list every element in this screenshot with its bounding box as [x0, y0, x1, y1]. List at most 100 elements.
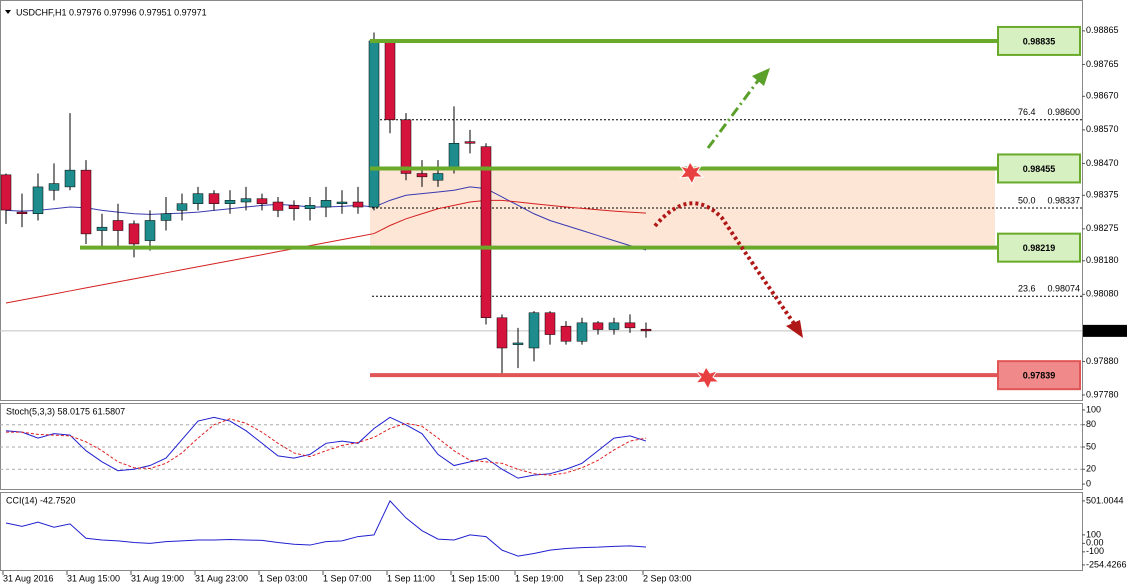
x-tick-label: 1 Sep 07:00	[323, 573, 372, 583]
plot-layer: 0.98865 0.98765 0.98670 0.98570 0.98470 0.983…	[0, 7, 1127, 583]
candle-body	[208, 193, 220, 204]
candle-body	[48, 183, 60, 191]
candle-body	[288, 205, 300, 209]
candle-body	[224, 200, 236, 204]
candle-body	[64, 169, 76, 188]
panel-title: Stoch(5,3,3) 58.0175 61.5807	[6, 406, 125, 416]
candle-body	[272, 201, 284, 211]
y-tick-label: 0.98470	[1086, 158, 1119, 168]
fib-ratio: 23.6	[1018, 284, 1036, 294]
candle-body	[528, 312, 540, 349]
candle-body	[416, 173, 428, 178]
candle-body	[240, 198, 252, 203]
y-tick-label: 100	[1086, 529, 1101, 539]
panel-title: CCI(14) -42.7520	[6, 495, 76, 505]
x-tick-label: 31 Aug 19:00	[131, 573, 184, 583]
level-box	[997, 153, 1081, 184]
candle-body	[80, 169, 92, 235]
down-arrow	[653, 201, 797, 327]
candle-body	[320, 200, 332, 208]
candle-body	[608, 322, 620, 330]
y-tick-label: 0.98765	[1086, 59, 1119, 69]
y-tick-label: 0.98080	[1086, 289, 1119, 299]
burst	[694, 366, 721, 391]
x-tick-label: 31 Aug 15:00	[67, 573, 120, 583]
level-label: 0.98455	[1023, 164, 1056, 174]
fib-ratio: 76.4	[1018, 107, 1036, 117]
cci-panel	[0, 492, 1083, 571]
candle-body	[176, 203, 188, 211]
candle-body	[256, 198, 268, 204]
candle-body	[576, 322, 588, 342]
candle-body	[496, 317, 508, 349]
candle-body	[368, 40, 380, 208]
candle-body	[0, 174, 12, 211]
candle-body	[384, 40, 396, 121]
y-tick-label: 0	[1086, 478, 1091, 488]
candle-body	[128, 223, 140, 245]
candle-body	[544, 312, 556, 335]
y-tick-label: 501.0044	[1086, 495, 1124, 505]
down-arrowhead	[786, 320, 803, 338]
current-price-box	[1083, 324, 1127, 337]
candle-body	[432, 173, 444, 181]
level-box	[997, 25, 1081, 56]
candle-body	[96, 226, 108, 231]
up-arrowhead	[752, 68, 770, 86]
y-tick-label: 0.98375	[1086, 190, 1119, 200]
fib-price: 0.98074	[1047, 284, 1080, 294]
y-tick-label: 20	[1086, 464, 1096, 474]
level-label: 0.98835	[1023, 36, 1056, 46]
burst	[678, 161, 705, 186]
candle-body	[560, 325, 572, 342]
chart-title: USDCHF,H1 0.97976 0.97996 0.97951 0.9797…	[16, 7, 207, 17]
candle-body	[624, 322, 636, 329]
level-box	[997, 360, 1081, 391]
indicator-line	[5, 500, 647, 557]
x-tick-label: 31 Aug 2016	[3, 573, 54, 583]
level-label: 0.98219	[1023, 243, 1056, 253]
x-tick-label: 1 Sep 15:00	[451, 573, 500, 583]
y-tick-label: 0.98570	[1086, 124, 1119, 134]
y-tick-label: 80	[1086, 419, 1096, 429]
candle-body	[480, 146, 492, 319]
level-box	[997, 232, 1081, 263]
indicator-line	[6, 418, 647, 476]
fib-price: 0.98337	[1047, 195, 1080, 205]
y-tick-label: 0.00	[1086, 538, 1104, 548]
y-tick-label: 0.97880	[1086, 356, 1119, 366]
candle-body	[464, 141, 476, 144]
candle-body	[400, 119, 412, 174]
moving-average	[5, 199, 647, 304]
candle-body	[640, 328, 652, 332]
y-tick-label: 0.97780	[1086, 389, 1119, 399]
candle-body	[16, 211, 28, 215]
level-label: 0.97839	[1023, 371, 1056, 381]
x-tick-label: 2 Sep 03:00	[643, 573, 692, 583]
candle-body	[160, 213, 172, 221]
zone	[370, 168, 995, 248]
candle-body	[352, 201, 364, 208]
candle-body	[32, 186, 44, 215]
y-tick-label: 100	[1086, 404, 1101, 414]
candle-body	[592, 322, 604, 330]
y-tick-label: 0.98275	[1086, 223, 1119, 233]
decorations	[653, 68, 803, 391]
candle-body	[144, 220, 156, 241]
candle-body	[512, 342, 524, 345]
y-tick-label: 0.98865	[1086, 25, 1119, 35]
x-tick-label: 1 Sep 23:00	[579, 573, 628, 583]
y-tick-label: 0.98670	[1086, 91, 1119, 101]
y-tick-label: 50	[1086, 441, 1096, 451]
title-marker	[5, 10, 11, 14]
up-arrow	[706, 77, 762, 149]
fib-price: 0.98600	[1047, 107, 1080, 117]
x-tick-label: 1 Sep 11:00	[387, 573, 435, 583]
candle-body	[192, 193, 204, 204]
candle-body	[112, 220, 124, 231]
y-tick-label: 0.98180	[1086, 255, 1119, 265]
current-price-label: 0.97971	[1086, 325, 1119, 335]
x-tick-label: 1 Sep 03:00	[259, 573, 308, 583]
